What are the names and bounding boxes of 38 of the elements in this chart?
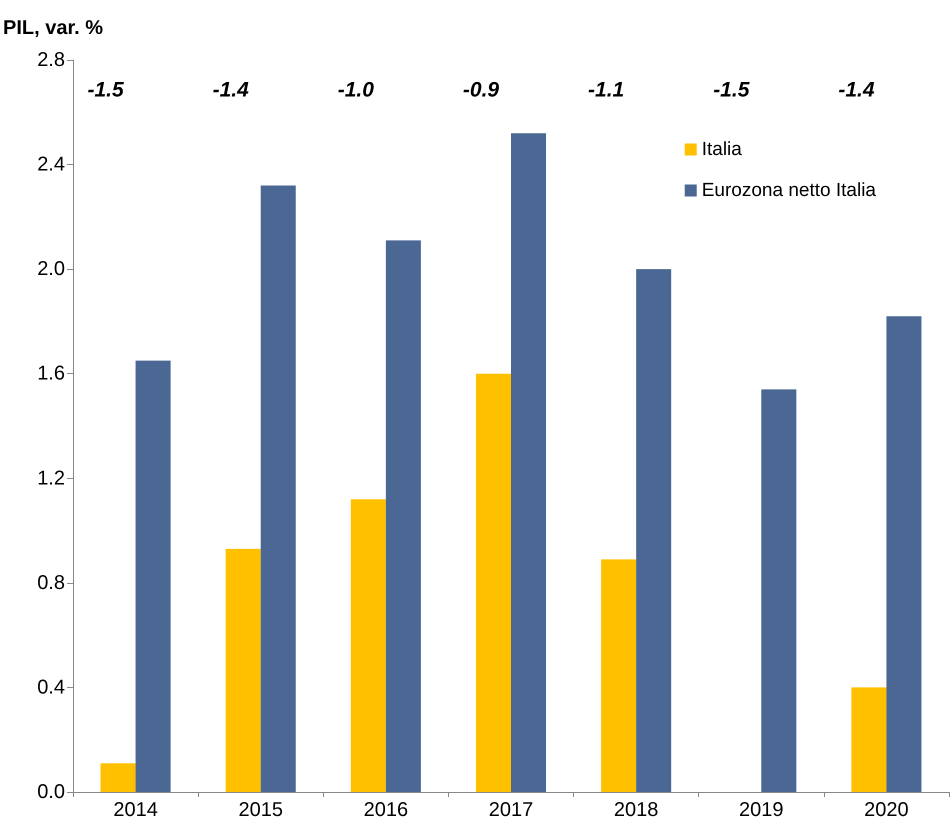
bar [886,316,922,792]
bar [100,763,136,792]
y-tick-label: 2.8 [37,49,65,71]
bar [386,240,421,792]
y-tick-label: 0.0 [37,781,65,803]
bar [136,360,171,792]
annotation: -1.4 [212,78,250,102]
y-tick-label: 0.8 [37,572,65,594]
legend-label: Italia [702,139,742,160]
annotation: -1.5 [87,78,124,102]
bar [476,374,511,792]
annotation: -1.0 [338,78,374,102]
bar [260,185,296,792]
y-tick-label: 1.2 [37,467,65,490]
y-tick-label: 2.0 [37,258,65,280]
x-tick-label: 2020 [864,799,909,821]
bar [350,499,386,792]
x-tick-label: 2015 [238,799,283,821]
y-axis-title: PIL, var. % [3,17,104,39]
bar [601,559,636,792]
x-tick-label: 2019 [739,799,784,821]
bar [761,389,796,792]
x-tick-label: 2016 [364,799,408,821]
bar [511,133,546,792]
annotation: -0.9 [462,78,500,102]
y-tick-label: 2.4 [37,154,65,176]
y-tick-label: 1.6 [37,362,65,385]
annotation: -1.4 [838,78,875,102]
x-tick-label: 2018 [614,799,658,821]
annotation: -1.5 [713,78,750,102]
bar [636,269,672,792]
x-tick-label: 2017 [488,799,534,821]
y-tick-label: 0.4 [37,676,65,698]
annotation: -1.1 [588,78,624,102]
bar [851,687,886,792]
x-tick-label: 2014 [113,799,158,821]
legend-label: Eurozona netto Italia [702,180,876,201]
bar [226,548,261,792]
